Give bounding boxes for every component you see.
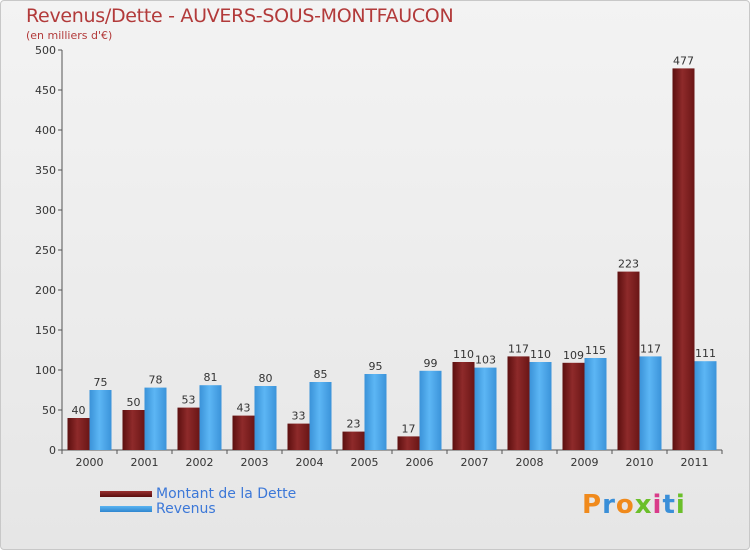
x-tick-label: 2010 xyxy=(626,456,654,469)
revenus-bar xyxy=(584,358,607,450)
revenus-bar xyxy=(694,361,717,450)
revenus-bar xyxy=(419,370,442,450)
y-tick-label: 450 xyxy=(35,84,56,97)
data-label: 223 xyxy=(618,258,639,271)
data-label: 111 xyxy=(695,347,716,360)
revenus-bar xyxy=(364,374,387,450)
x-tick-label: 2009 xyxy=(571,456,599,469)
data-label: 80 xyxy=(259,372,273,385)
data-label: 85 xyxy=(314,368,328,381)
revenus-bar xyxy=(89,390,112,450)
chart-title: Revenus/Dette - AUVERS-SOUS-MONTFAUCON xyxy=(26,5,454,27)
revenus-bar xyxy=(254,386,277,450)
data-label: 81 xyxy=(204,371,218,384)
y-tick-label: 200 xyxy=(35,284,56,297)
dette-bar xyxy=(452,362,475,450)
revenus-bar xyxy=(144,387,167,450)
y-tick-label: 250 xyxy=(35,244,56,257)
revenus-bar xyxy=(309,382,332,450)
data-label: 40 xyxy=(72,404,86,417)
data-label: 17 xyxy=(402,422,416,435)
dette-bar xyxy=(287,423,310,450)
x-tick-label: 2005 xyxy=(351,456,379,469)
dette-bar xyxy=(67,418,90,450)
dette-bar xyxy=(507,356,530,450)
data-label: 110 xyxy=(530,348,551,361)
legend-item-dette: Montant de la Dette xyxy=(100,485,297,502)
revenus-bar xyxy=(529,362,552,450)
data-label: 477 xyxy=(673,54,694,67)
data-label: 33 xyxy=(292,410,306,423)
dette-bar xyxy=(122,410,145,450)
y-tick-label: 0 xyxy=(49,444,56,457)
x-tick-label: 2007 xyxy=(461,456,489,469)
data-label: 43 xyxy=(237,402,251,415)
revenus-bar xyxy=(474,367,497,450)
data-label: 23 xyxy=(347,418,361,431)
legend-label-dette: Montant de la Dette xyxy=(156,485,297,502)
y-tick-label: 150 xyxy=(35,324,56,337)
data-label: 117 xyxy=(508,342,529,355)
y-tick-label: 400 xyxy=(35,124,56,137)
x-tick-label: 2011 xyxy=(681,456,709,469)
legend-swatch-dette xyxy=(100,490,152,497)
dette-bar xyxy=(617,271,640,450)
x-tick-label: 2004 xyxy=(296,456,324,469)
data-label: 117 xyxy=(640,342,661,355)
revenus-bar xyxy=(639,356,662,450)
x-tick-label: 2002 xyxy=(186,456,214,469)
data-label: 115 xyxy=(585,344,606,357)
dette-bar xyxy=(342,431,365,450)
y-tick-label: 50 xyxy=(42,404,56,417)
y-tick-label: 300 xyxy=(35,204,56,217)
x-tick-label: 2000 xyxy=(76,456,104,469)
dette-bar xyxy=(397,436,420,450)
y-tick-label: 100 xyxy=(35,364,56,377)
legend-label-revenus: Revenus xyxy=(156,500,216,517)
y-tick-label: 350 xyxy=(35,164,56,177)
x-tick-label: 2001 xyxy=(131,456,159,469)
data-label: 95 xyxy=(369,360,383,373)
legend: Montant de la Dette Revenus xyxy=(100,485,297,517)
data-label: 78 xyxy=(149,374,163,387)
dette-bar xyxy=(672,68,695,451)
y-tick-label: 500 xyxy=(35,44,56,57)
x-tick-label: 2008 xyxy=(516,456,544,469)
data-label: 99 xyxy=(424,357,438,370)
data-label: 53 xyxy=(182,394,196,407)
data-label: 109 xyxy=(563,349,584,362)
revenus-bar xyxy=(199,385,222,450)
dette-bar xyxy=(232,415,255,450)
x-tick-label: 2003 xyxy=(241,456,269,469)
legend-swatch-revenus xyxy=(100,505,152,512)
proxiti-logo: Proxiti xyxy=(582,490,686,520)
chart-subtitle: (en milliers d'€) xyxy=(26,29,113,42)
data-label: 103 xyxy=(475,354,496,367)
dette-bar xyxy=(562,362,585,450)
data-label: 110 xyxy=(453,348,474,361)
x-tick-label: 2006 xyxy=(406,456,434,469)
dette-bar xyxy=(177,407,200,450)
data-label: 75 xyxy=(94,376,108,389)
data-label: 50 xyxy=(127,396,141,409)
legend-item-revenus: Revenus xyxy=(100,500,296,517)
